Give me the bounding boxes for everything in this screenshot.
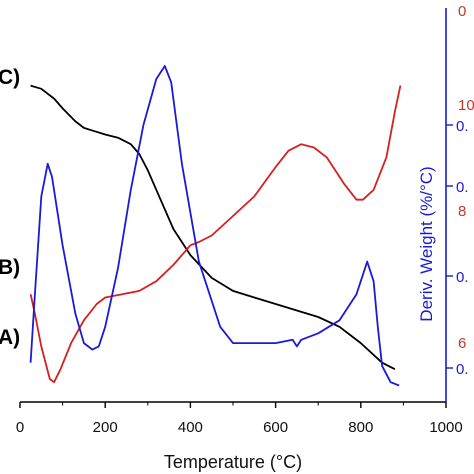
right-tick-label-blue: 0. (456, 361, 469, 378)
right-tick-label-blue: 0. (456, 269, 469, 286)
x-tick-label: 1000 (429, 419, 462, 436)
right-tick-label-red: 6 (458, 335, 466, 352)
x-tick-label: 200 (93, 419, 118, 436)
right-axis-label: Deriv. Weight (%/°C) (417, 166, 436, 321)
x-tick-label: 600 (263, 419, 288, 436)
series-line-3 (29, 65, 400, 387)
right-tick-label-red: 8 (458, 203, 466, 220)
right-tick-label-top: 0 (458, 3, 466, 20)
series-line-1 (30, 84, 396, 371)
curve-label: C) (0, 66, 20, 89)
x-tick-label: 0 (16, 419, 24, 436)
series-line-2 (29, 85, 402, 384)
x-tick-label: 400 (178, 419, 203, 436)
right-tick-label-blue: 0. (456, 118, 469, 135)
x-axis-label: Temperature (°C) (164, 452, 302, 472)
right-tick-label-red: 10 (458, 97, 474, 114)
curve-label: B) (0, 256, 20, 279)
right-tick-label-blue: 0. (456, 179, 469, 196)
x-tick-label: 800 (348, 419, 373, 436)
curve-label: A) (0, 326, 20, 349)
